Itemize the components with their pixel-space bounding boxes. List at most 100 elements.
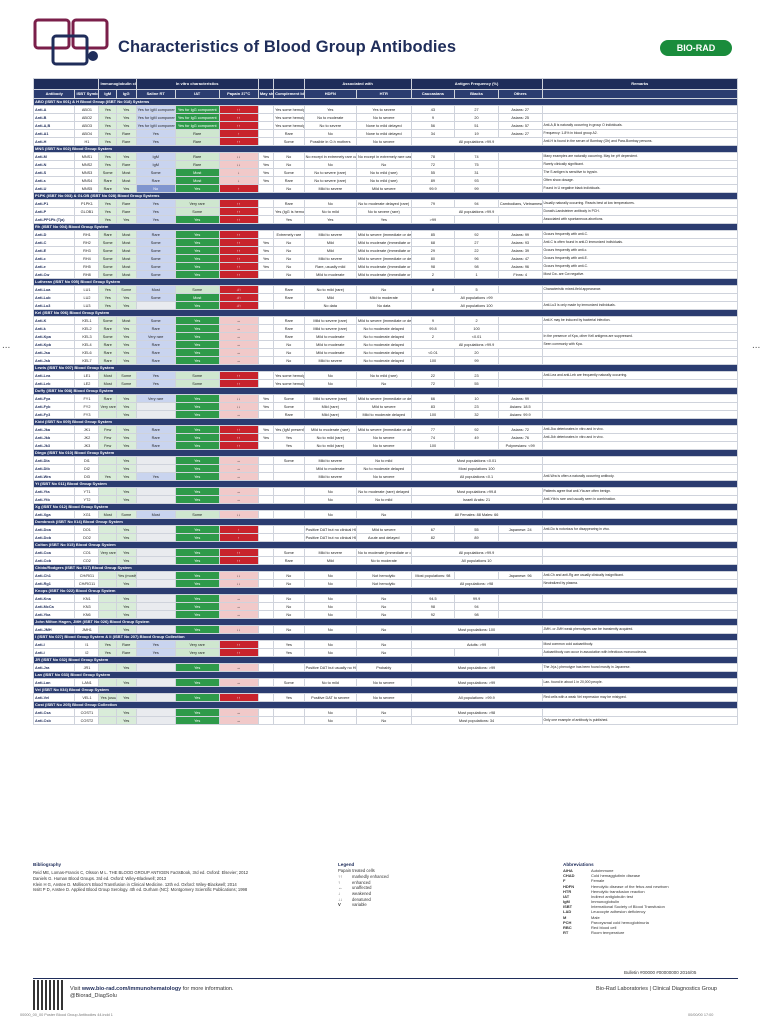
cell-complement: Yes [273, 215, 305, 224]
table-row: Anti-Xga XG1 Most Some Most Some ↓↓ No No All Fem… [32, 510, 739, 519]
cell-remark: Autoantibody can occur in association wi… [541, 648, 739, 657]
cell-isbt: XG1 [74, 510, 100, 519]
bibliography-item: Daniels G. Human Blood Groups. 3rd ed. O… [33, 875, 167, 881]
cell-blacks [454, 215, 499, 224]
cell-igg: Rare [115, 207, 137, 216]
col-others: Others [497, 89, 543, 99]
system-header-row: Dombrock (ISBT No 014) Blood Group Syste… [33, 518, 738, 526]
cell-igg: Most [115, 238, 137, 247]
bio-rad-logo: BIO-RAD [660, 40, 732, 56]
cell-igm [98, 556, 117, 565]
cell-isbt: JMH1 [74, 625, 100, 634]
cell-htr: No to mild (rare) [356, 168, 412, 177]
cell-saline: Rare [135, 230, 176, 239]
cell-iat: Yes [174, 602, 220, 611]
cell-complement: Rare [273, 176, 305, 185]
cell-isbt: KEL7 [74, 356, 100, 365]
cell-others [497, 215, 543, 224]
cell-iat: Some [174, 285, 220, 294]
col-papain: Papain 37°C [218, 89, 259, 99]
cell-remark [541, 610, 739, 619]
table-row: Anti-C RH2 Some Most Some Yes ↑↑ Yes No Mild Mild … [32, 238, 739, 247]
social-handle[interactable]: @Biorad_DiagSolu [70, 993, 117, 999]
cell-hdfn: No to mild (rare) [303, 441, 358, 450]
cell-papain: ↔ [218, 663, 259, 672]
cell-igg: Yes [115, 456, 137, 465]
cell-isbt: RH4 [74, 254, 100, 263]
system-header-row: Lan (ISBT No 033) Blood Group System [33, 671, 738, 679]
cell-isbt: COST2 [74, 716, 100, 725]
cell-remark: Anti-Lea and anti-Leb are frequently nat… [541, 371, 739, 380]
cell-saline: Yes [135, 215, 176, 224]
website-link[interactable]: www.bio-rad.com/immunohematology [81, 986, 182, 992]
cell-igm: Some [98, 332, 117, 341]
cell-others [497, 316, 543, 325]
cell-saline [135, 708, 176, 717]
cell-blacks [454, 648, 499, 657]
cell-papain: ↑ [218, 129, 259, 138]
cell-blacks: 22 [454, 246, 499, 255]
cell-igm [98, 678, 117, 687]
cell-dosage [257, 548, 275, 557]
cell-saline: Very rare [135, 394, 176, 403]
cell-others [497, 184, 543, 193]
table-row: Anti-Yka KN6 Yes Yes ↔ No No No 92 98 [32, 610, 739, 619]
qr-code-icon[interactable] [33, 980, 63, 1010]
cell-saline [135, 663, 176, 672]
cell-antibody: Anti-Jra [32, 663, 76, 672]
cell-hdfn: Mild to moderate [303, 340, 358, 349]
cell-remark: The Jr(a-) phenotype has been found most… [541, 663, 739, 672]
cell-others [497, 324, 543, 333]
cell-papain: ↑↑ [218, 371, 259, 380]
system-name: Kidd (ISBT No 009) Blood Group System [33, 418, 738, 426]
legend-item: ↓ weakened [338, 891, 458, 897]
cell-papain: ↔ [218, 316, 259, 325]
system-name: John Milton Hagen, JMH (ISBT No 026) Blo… [33, 618, 738, 626]
cell-igm [98, 533, 117, 542]
cell-others: Japanese: 96 [497, 571, 543, 580]
cell-dosage [257, 472, 275, 481]
cell-remark: Anti-Do is notorious for disappearing in… [541, 525, 739, 534]
cell-iat: Yes [174, 548, 220, 557]
table-row: Anti-B ABO2 Yes Yes Yes for IgM component Yes… [32, 113, 739, 122]
cell-antibody: Anti-Ch1 [32, 571, 76, 580]
abbreviation-value: Male [591, 914, 600, 920]
cell-remark: Most Cw- are Cw negative. [541, 270, 739, 279]
cell-igg: Yes [115, 105, 137, 114]
cell-iat: Very rare [174, 199, 220, 208]
cell-antibody: Anti-Dib [32, 464, 76, 473]
cell-antibody: Anti-Jka [32, 425, 76, 434]
cell-igg: Most [115, 246, 137, 255]
cell-iat: Rare [174, 137, 220, 146]
cell-blacks: 94 [454, 602, 499, 611]
cell-isbt: VEL1 [74, 693, 100, 702]
cell-iat: Yes for IgG component [174, 113, 220, 122]
cell-antibody: Anti-Yka [32, 610, 76, 619]
cell-antibody: Anti-C [32, 238, 76, 247]
cell-iat: Yes [174, 254, 220, 263]
cell-antibody: Anti-A,B [32, 121, 76, 130]
system-name: P1PK (ISBT No 003) & GLOB (ISBT No 028) … [33, 192, 738, 200]
cell-blacks: 23 [454, 402, 499, 411]
cell-igg: Yes [115, 425, 137, 434]
table-row: Anti-K KEL1 Some Most Some Yes ↔ Rare Mild to se… [32, 316, 739, 325]
legend-text: variable [352, 902, 367, 908]
cell-others: Asians: 93 [497, 238, 543, 247]
cell-isbt: LE1 [74, 371, 100, 380]
cell-cauc: 80 [410, 254, 456, 263]
cell-iat: Yes [174, 324, 220, 333]
cell-others [497, 371, 543, 380]
cell-iat: Yes [174, 402, 220, 411]
cell-iat: Yes [174, 262, 220, 271]
cell-remark: Anti-Ch and anti-Rg are usually clinical… [541, 571, 739, 580]
cell-hdfn: No data [303, 301, 358, 310]
system-name: I (ISBT No 027) Blood Group System & Ii … [33, 633, 738, 641]
cell-igm [98, 525, 117, 534]
cell-remark: Anti-Ytb is rare and usually seen in com… [541, 495, 739, 504]
cell-igm: Rare [98, 348, 117, 357]
cell-blacks: 10 [454, 394, 499, 403]
cell-antibody: Anti-M [32, 152, 76, 161]
cell-igg: Yes [115, 579, 137, 588]
cell-hdfn: No [303, 495, 358, 504]
